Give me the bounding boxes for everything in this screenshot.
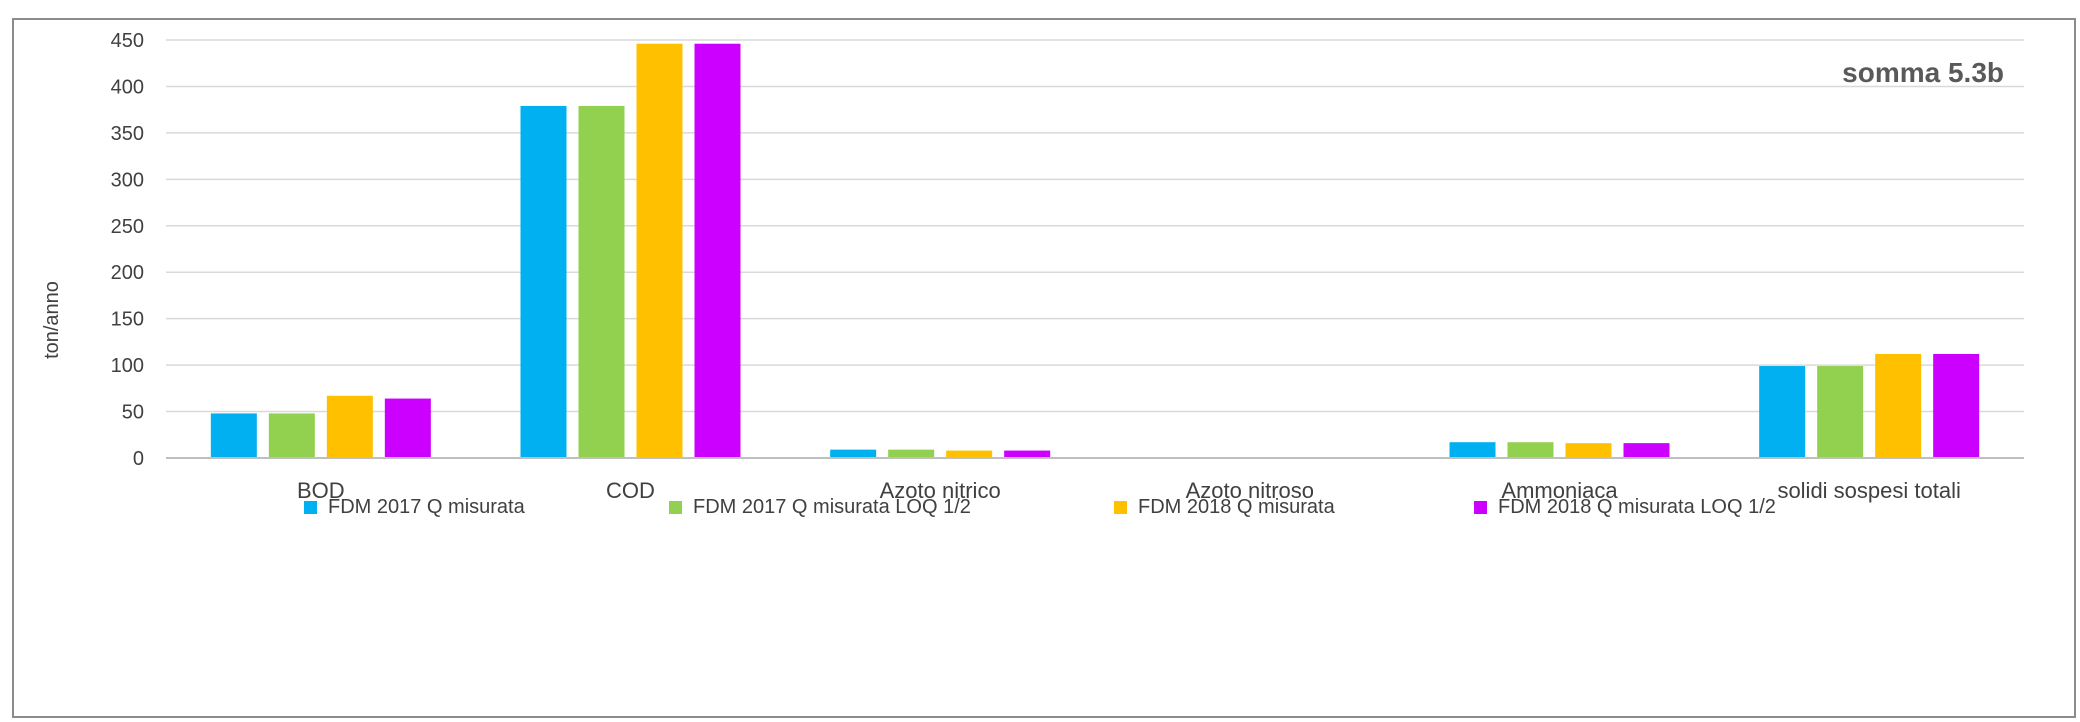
bar [1004, 450, 1051, 458]
bar [268, 413, 315, 458]
y-tick-label: 350 [111, 123, 144, 145]
bar [1759, 366, 1806, 458]
bar [888, 449, 935, 458]
y-tick-label: 100 [111, 355, 144, 377]
bar [210, 413, 257, 458]
y-tick-label: 200 [111, 262, 144, 284]
bar [1817, 366, 1864, 458]
y-tick-label: 150 [111, 309, 144, 331]
x-category-label: Azoto nitrico [880, 478, 1001, 503]
x-category-label: Ammoniaca [1501, 478, 1618, 503]
y-tick-label: 400 [111, 76, 144, 98]
chart-frame: 0 50 100 150 200 250 300 350 400 450 ton/anno BOD… [12, 18, 2076, 718]
legend-label: FDM 2017 Q misurata [328, 496, 526, 518]
y-tick-label: 450 [111, 30, 144, 52]
bar [1565, 443, 1612, 458]
bar [578, 105, 625, 458]
gridlines [166, 39, 2024, 413]
chart-annotation: somma 5.3b [1842, 57, 2004, 88]
y-axis-title: ton/anno [41, 281, 63, 359]
bar [520, 105, 567, 458]
bar [830, 449, 877, 458]
legend-swatch [304, 501, 317, 514]
bars [210, 43, 1980, 459]
bar [326, 395, 373, 458]
bar [694, 43, 741, 459]
x-category-label: Azoto nitroso [1186, 478, 1314, 503]
x-category-label: solidi sospesi totali [1777, 478, 1960, 503]
bar [636, 43, 683, 459]
legend-label: FDM 2018 Q misurata LOQ 1/2 [1498, 496, 1776, 518]
y-tick-label: 0 [133, 448, 144, 470]
legend-label: FDM 2017 Q misurata LOQ 1/2 [693, 496, 971, 518]
bar [384, 398, 431, 458]
bar [1507, 442, 1554, 458]
bar-chart: 0 50 100 150 200 250 300 350 400 450 ton/anno BOD… [41, 30, 2024, 518]
legend-swatch [1114, 501, 1127, 514]
bar [1623, 443, 1670, 458]
bar [1933, 353, 1980, 458]
bar [946, 450, 993, 458]
x-category-label: BOD [297, 478, 345, 503]
x-category-label: COD [606, 478, 655, 503]
x-axis-categories: BOD COD Azoto nitrico Azoto nitroso Ammoniac… [297, 478, 1961, 503]
legend-swatch [669, 501, 682, 514]
y-axis-ticks: 0 50 100 150 200 250 300 350 400 450 [111, 30, 144, 470]
y-tick-label: 250 [111, 216, 144, 238]
legend: FDM 2017 Q misurata FDM 2017 Q misurata L… [304, 496, 1776, 518]
y-tick-label: 300 [111, 169, 144, 191]
bar [1449, 442, 1496, 458]
bar [1875, 353, 1922, 458]
legend-label: FDM 2018 Q misurata [1138, 496, 1336, 518]
y-tick-label: 50 [122, 402, 144, 424]
legend-swatch [1474, 501, 1487, 514]
